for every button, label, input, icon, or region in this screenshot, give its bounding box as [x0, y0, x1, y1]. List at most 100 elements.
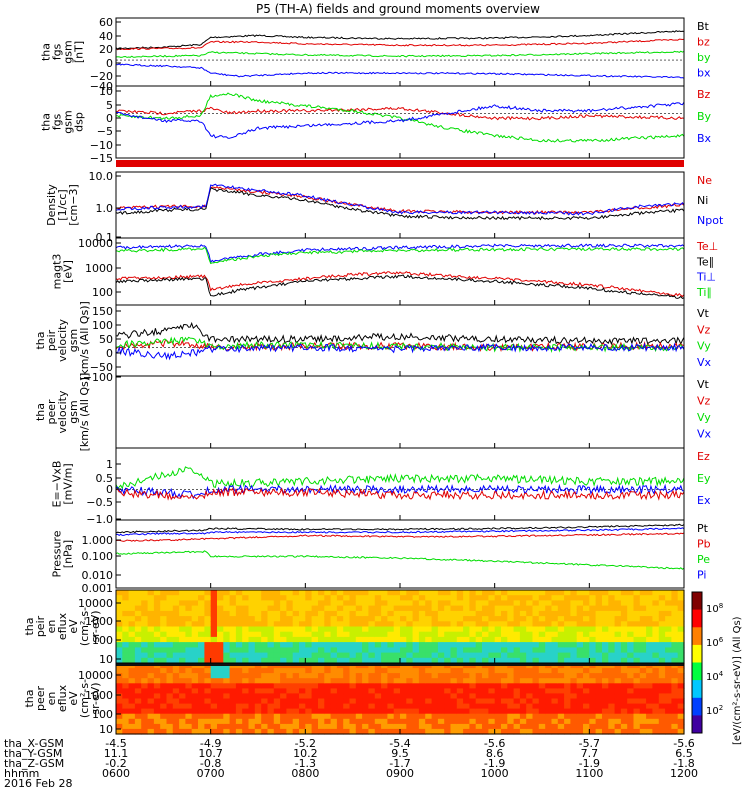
heatmap-cell	[229, 647, 237, 654]
heatmap-cell	[286, 621, 294, 628]
legend-entry-Vz: Vz	[697, 323, 711, 336]
heatmap-cell	[223, 703, 231, 710]
heatmap-cell	[551, 590, 559, 596]
heatmap-cell	[501, 683, 508, 689]
heatmap-cell	[614, 673, 622, 679]
heatmap-cell	[633, 647, 641, 654]
heatmap-cell	[570, 652, 578, 659]
y-axis-label: [nPa]	[62, 540, 75, 568]
heatmap-cell	[437, 631, 445, 638]
heatmap-cell	[235, 668, 243, 674]
heatmap-cell	[166, 718, 174, 725]
heatmap-cell	[248, 631, 256, 638]
heatmap-cell	[330, 652, 338, 659]
heatmap-cell	[620, 728, 628, 735]
heatmap-cell	[532, 616, 540, 622]
heatmap-cell	[305, 693, 313, 700]
heatmap-cell	[602, 688, 609, 695]
heatmap-cell	[450, 595, 458, 601]
heatmap-cell	[551, 673, 559, 679]
heatmap-cell	[330, 723, 338, 730]
heatmap-cell	[204, 616, 212, 622]
heatmap-cell	[343, 642, 351, 648]
heatmap-cell	[507, 657, 515, 664]
heatmap-cell	[507, 668, 515, 674]
heatmap-cell	[545, 698, 553, 705]
heatmap-cell	[242, 626, 250, 633]
heatmap-cell	[608, 636, 616, 643]
heatmap-cell	[551, 708, 559, 715]
heatmap-cell	[128, 693, 136, 700]
heatmap-cell	[425, 595, 433, 601]
heatmap-cell	[280, 621, 287, 628]
heatmap-cell	[349, 631, 357, 638]
heatmap-cell	[204, 600, 212, 607]
heatmap-cell	[557, 713, 565, 720]
heatmap-cell	[576, 708, 584, 715]
heatmap-cell	[564, 683, 571, 689]
heatmap-cell	[576, 693, 584, 700]
heatmap-cell	[532, 678, 540, 684]
heatmap-cell	[311, 678, 319, 684]
heatmap-cell	[450, 678, 458, 684]
heatmap-cell	[602, 657, 609, 664]
legend-entry-Te⊥: Te⊥	[696, 240, 718, 253]
heatmap-cell	[393, 668, 401, 674]
heatmap-cell	[286, 616, 294, 622]
heatmap-cell	[248, 718, 256, 725]
heatmap-cell	[166, 600, 174, 607]
heatmap-cell	[368, 693, 376, 700]
heatmap-cell	[671, 652, 679, 659]
heatmap-cell	[318, 595, 325, 601]
heatmap-cell	[400, 621, 407, 628]
heatmap-cell	[381, 626, 388, 633]
heatmap-cell	[254, 713, 262, 720]
heatmap-cell	[349, 652, 357, 659]
heatmap-cell	[311, 708, 319, 715]
heatmap-cell	[217, 688, 224, 695]
y-tick-label: 10000	[78, 597, 113, 610]
heatmap-cell	[469, 693, 477, 700]
heatmap-cell	[248, 683, 256, 689]
heatmap-cell	[374, 713, 382, 720]
legend-entry-By: By	[697, 110, 712, 123]
y-axis-label: dsp	[73, 112, 86, 132]
colorbar-swatch	[692, 680, 702, 699]
heatmap-cell	[557, 616, 565, 622]
heatmap-cell	[387, 610, 395, 617]
heatmap-cell	[374, 652, 382, 659]
heatmap-cell	[229, 678, 237, 684]
heatmap-cell	[431, 728, 439, 735]
heatmap-cell	[507, 713, 515, 720]
heatmap-cell	[513, 657, 521, 664]
heatmap-cell	[318, 678, 325, 684]
heatmap-cell	[425, 605, 433, 612]
heatmap-cell	[374, 703, 382, 710]
heatmap-cell	[134, 626, 142, 633]
heatmap-cell	[595, 713, 603, 720]
heatmap-cell	[374, 723, 382, 730]
heatmap-cell	[665, 688, 672, 695]
heatmap-cell	[324, 652, 332, 659]
heatmap-cell	[475, 683, 483, 689]
heatmap-cell	[671, 693, 679, 700]
heatmap-cell	[444, 693, 452, 700]
heatmap-cell	[311, 713, 319, 720]
heatmap-cell	[519, 708, 527, 715]
heatmap-cell	[551, 631, 559, 638]
heatmap-cell	[336, 652, 344, 659]
heatmap-cell	[343, 723, 351, 730]
heatmap-cell	[482, 693, 489, 700]
heatmap-cell	[519, 703, 527, 710]
heatmap-cell	[513, 642, 521, 648]
heatmap-cell	[608, 673, 616, 679]
legend-entry-Ti∥: Ti∥	[696, 286, 712, 299]
heatmap-cell	[639, 642, 647, 648]
y-axis-label: gsm	[62, 40, 75, 63]
heatmap-cell	[589, 642, 597, 648]
heatmap-cell	[576, 652, 584, 659]
heatmap-cell	[242, 708, 250, 715]
heatmap-cell	[318, 621, 325, 628]
y-axis-label: peir	[45, 329, 58, 351]
heatmap-cell	[160, 718, 168, 725]
